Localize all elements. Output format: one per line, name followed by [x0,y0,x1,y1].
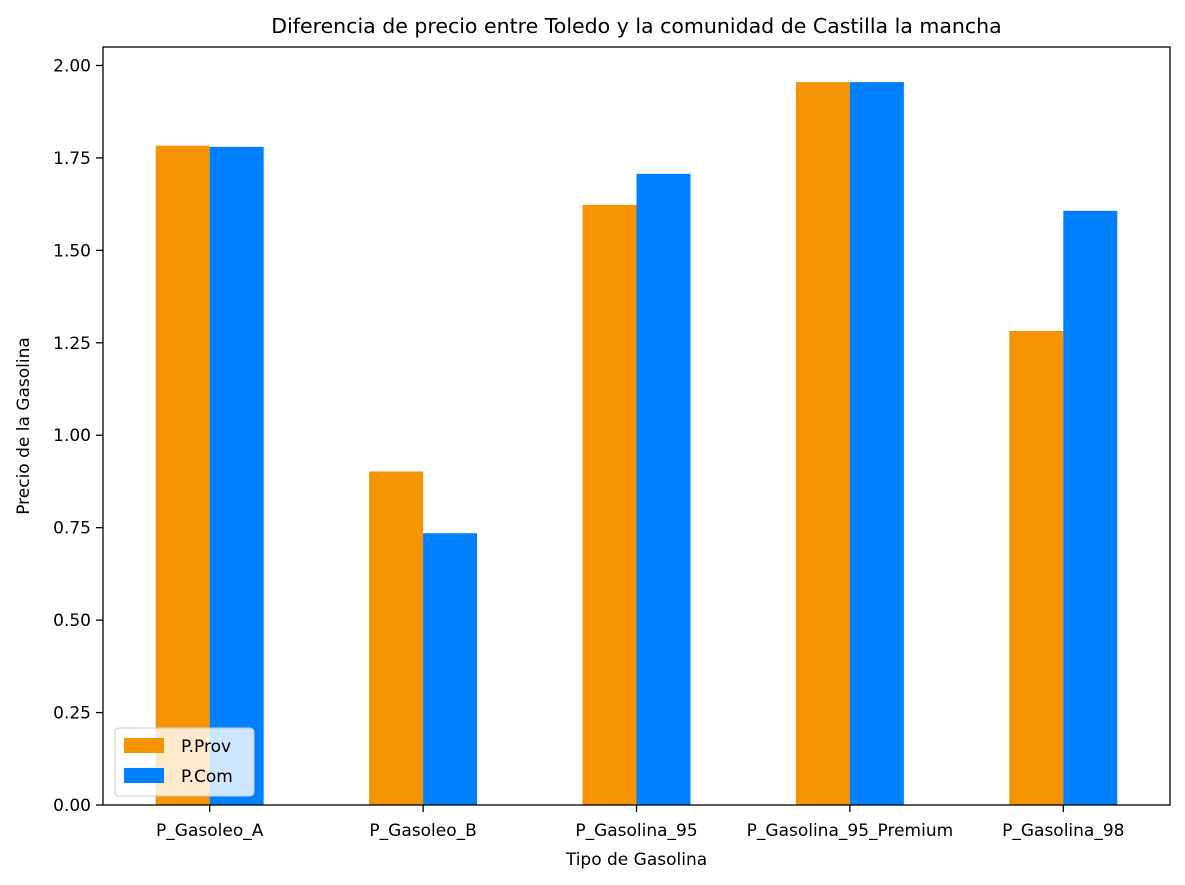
x-axis: P_Gasoleo_A P_Gasoleo_B P_Gasolina_95 P_Gas… [156,805,1124,841]
x-tick-label: P_Gasolina_98 [1002,821,1124,841]
bar-p-prov-p-gasolina-95-premium [795,82,850,805]
x-tick-label: P_Gasoleo_A [156,821,264,841]
bar-p-com-p-gasolina-95 [636,173,691,805]
legend-label-p-com: P.Com [181,767,233,787]
legend: P.Prov P.Com [114,727,255,797]
bar-p-com-p-gasoleo-b [423,533,478,805]
y-tick-label: 1.50 [53,241,91,261]
y-tick-label: 2.00 [53,56,91,76]
y-tick-label: 0.00 [53,796,91,816]
legend-swatch-p-prov [124,738,164,753]
y-tick-label: 1.75 [53,149,91,169]
chart-title: Diferencia de precio entre Toledo y la c… [271,14,1001,38]
legend-swatch-p-com [124,768,164,783]
bar-p-com-p-gasolina-95-premium [849,82,904,805]
bar-p-prov-p-gasoleo-b [369,471,424,805]
y-tick-label: 1.00 [53,426,91,446]
bar-p-prov-p-gasolina-95 [582,204,637,805]
x-tick-label: P_Gasolina_95_Premium [747,821,954,841]
y-tick-label: 0.50 [53,611,91,631]
bar-p-prov-p-gasoleo-a [155,145,210,806]
y-tick-label: 1.25 [53,334,91,354]
bar-p-prov-p-gasolina-98 [1009,330,1064,805]
y-tick-label: 0.25 [53,704,91,724]
y-axis: 0.00 0.25 0.50 0.75 1.00 1.25 1.50 1.75 2.00 [53,56,103,816]
x-tick-label: P_Gasolina_95 [575,821,697,841]
y-axis-label: Precio de la Gasolina [14,337,34,515]
bars-group [155,82,1118,806]
x-axis-label: Tipo de Gasolina [565,850,707,870]
x-tick-label: P_Gasoleo_B [369,821,476,841]
bar-p-com-p-gasolina-98 [1063,210,1118,806]
y-tick-label: 0.75 [53,519,91,539]
legend-label-p-prov: P.Prov [181,737,231,757]
bar-p-com-p-gasoleo-a [209,146,264,805]
